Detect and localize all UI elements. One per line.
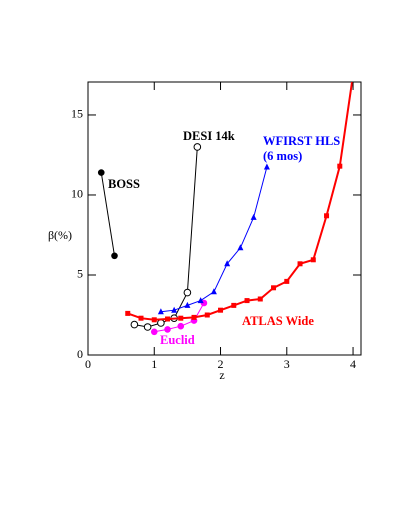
- point: [244, 298, 250, 304]
- point: [204, 312, 210, 318]
- point: [143, 323, 152, 331]
- point: [157, 319, 165, 327]
- point: [164, 326, 171, 333]
- point: [284, 278, 290, 284]
- plot-frame: [87, 81, 362, 356]
- point: [271, 285, 277, 291]
- series-line: [134, 146, 198, 328]
- y-tick-label: 5: [77, 267, 83, 281]
- point: [178, 315, 184, 321]
- point: [237, 244, 244, 251]
- point: [224, 260, 231, 267]
- point: [191, 314, 197, 320]
- plot-area: [97, 72, 356, 336]
- x-tick-label: 3: [284, 357, 290, 371]
- series-label: WFIRST HLS: [263, 134, 340, 148]
- point: [337, 163, 343, 169]
- series-line: [100, 172, 115, 256]
- point: [184, 301, 191, 308]
- x-axis-label: z: [219, 368, 224, 382]
- x-tick-label: 4: [350, 357, 356, 371]
- point: [183, 288, 192, 297]
- point: [324, 213, 330, 219]
- point: [111, 252, 118, 260]
- point: [125, 310, 131, 316]
- point: [150, 328, 158, 336]
- series-label: ATLAS Wide: [242, 314, 314, 328]
- point: [97, 169, 105, 176]
- series-label: BOSS: [108, 177, 140, 191]
- point: [263, 163, 270, 170]
- point: [138, 315, 144, 321]
- point: [171, 306, 178, 313]
- x-tick-label: 0: [85, 357, 91, 371]
- y-tick-label: 10: [71, 187, 83, 201]
- point: [130, 320, 139, 329]
- y-axis-label: β(%): [48, 228, 72, 242]
- point: [257, 296, 263, 302]
- point: [218, 307, 224, 313]
- y-tick-label: 15: [71, 107, 83, 121]
- series-label: DESI 14k: [183, 129, 235, 143]
- y-tick-label: 0: [77, 347, 83, 361]
- point: [165, 316, 171, 322]
- point: [231, 302, 237, 308]
- point: [210, 288, 217, 295]
- point: [297, 261, 303, 267]
- x-tick-label: 2: [218, 357, 224, 371]
- series-line: [127, 82, 354, 321]
- point: [197, 297, 204, 304]
- point: [157, 308, 164, 315]
- point: [351, 72, 356, 77]
- point: [151, 317, 157, 323]
- x-tick-label: 1: [151, 357, 157, 371]
- point: [310, 257, 316, 263]
- point: [193, 143, 202, 151]
- point: [177, 322, 185, 330]
- series-sublabel: (6 mos): [263, 149, 302, 163]
- point: [250, 213, 257, 220]
- series-label: Euclid: [160, 333, 195, 347]
